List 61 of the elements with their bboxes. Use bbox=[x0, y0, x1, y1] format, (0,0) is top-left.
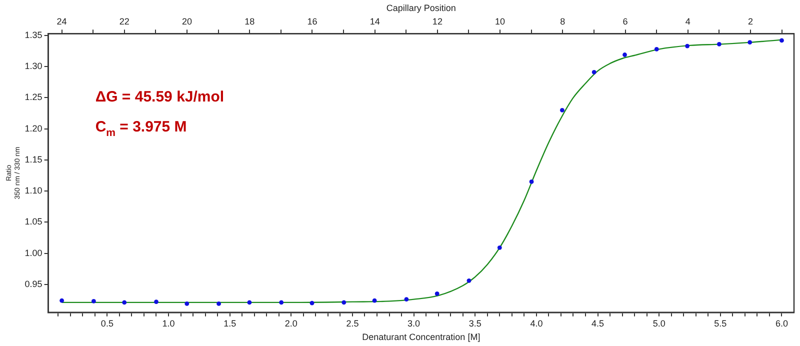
point bbox=[716, 42, 722, 46]
line-series bbox=[61, 39, 782, 304]
x2-tick-label: 14 bbox=[370, 16, 380, 27]
x2-tick-label: 16 bbox=[307, 16, 318, 27]
point bbox=[466, 278, 472, 283]
point bbox=[184, 301, 190, 306]
x-tick-label: 1.0 bbox=[162, 318, 175, 328]
y-tick-label: 0.95 bbox=[24, 278, 42, 289]
point bbox=[372, 298, 377, 303]
x-tick-label: 5.0 bbox=[652, 318, 666, 328]
point bbox=[748, 40, 752, 45]
x2-axis-title: Capillary Position bbox=[386, 2, 456, 13]
x-tick-label: 4.0 bbox=[530, 318, 543, 328]
point bbox=[216, 301, 221, 306]
x-tick-label: 2.0 bbox=[284, 318, 298, 328]
point bbox=[122, 300, 127, 305]
point bbox=[592, 70, 596, 74]
y-tick-label: 1.15 bbox=[24, 154, 42, 164]
x-tick-label: 3.5 bbox=[468, 318, 482, 328]
point bbox=[60, 298, 64, 303]
x-tick-label: 1.5 bbox=[224, 318, 236, 328]
point bbox=[497, 245, 502, 250]
x2-tick-label: 2 bbox=[748, 16, 753, 27]
x2-tick-label: 24 bbox=[56, 16, 67, 27]
point bbox=[434, 292, 440, 296]
x-tick-label: 3.0 bbox=[408, 318, 420, 328]
x2-tick-label: 4 bbox=[685, 16, 690, 27]
y-tick-label: 1.25 bbox=[24, 92, 42, 102]
point bbox=[622, 52, 627, 57]
x2-tick-label: 6 bbox=[622, 16, 628, 27]
x-tick-label: 2.5 bbox=[346, 318, 359, 328]
y-tick-label: 1.30 bbox=[24, 61, 42, 72]
point bbox=[91, 299, 96, 304]
point bbox=[154, 300, 158, 304]
point bbox=[560, 108, 564, 112]
y-tick-label: 1.05 bbox=[24, 216, 42, 227]
point bbox=[279, 300, 284, 305]
point bbox=[685, 44, 690, 48]
annotation: ΔG = 45.59 kJ/mol bbox=[95, 88, 224, 106]
x-tick-label: 5.5 bbox=[714, 318, 727, 328]
point bbox=[780, 38, 784, 43]
x-tick-label: 0.5 bbox=[100, 318, 114, 328]
y-tick-label: 1.35 bbox=[24, 30, 42, 40]
x-axis-title: Denaturant Concentration [M] bbox=[362, 332, 480, 342]
x-tick-label: 6.0 bbox=[775, 318, 788, 328]
x2-tick-label: 22 bbox=[119, 16, 130, 27]
x2-tick-label: 10 bbox=[495, 16, 506, 27]
y-tick-label: 1.00 bbox=[24, 248, 42, 258]
point bbox=[247, 300, 252, 305]
x2-tick-label: 8 bbox=[560, 16, 566, 27]
point bbox=[404, 297, 409, 302]
y-tick-label: 1.10 bbox=[24, 186, 42, 196]
x-tick-label: 4.5 bbox=[592, 318, 604, 328]
x2-tick-label: 18 bbox=[244, 16, 255, 27]
y-tick-label: 1.20 bbox=[24, 123, 42, 134]
point bbox=[529, 180, 534, 184]
point bbox=[654, 46, 659, 52]
x2-tick-label: 12 bbox=[432, 16, 442, 27]
point bbox=[342, 300, 346, 305]
point bbox=[310, 300, 314, 306]
x2-tick-label: 20 bbox=[182, 16, 192, 27]
